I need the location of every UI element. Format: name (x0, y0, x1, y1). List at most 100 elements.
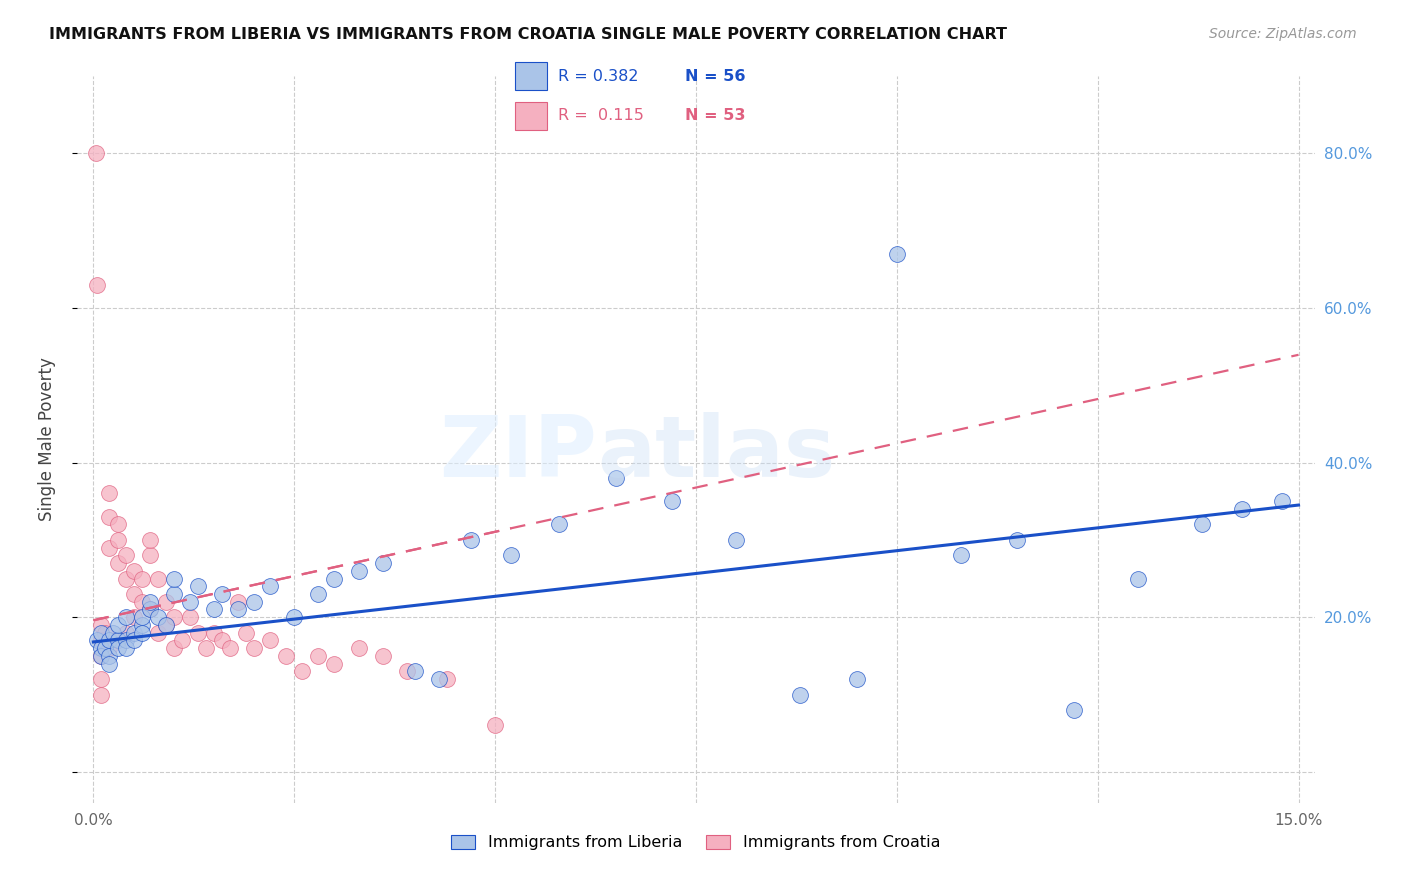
Point (131, 610, 153, 624)
Point (94, 625, 117, 640)
Point (605, 471, 627, 485)
Point (155, 618, 177, 632)
Point (107, 517, 129, 532)
Point (84, 146, 107, 161)
Point (436, 672, 458, 686)
Point (90, 672, 112, 686)
Point (114, 572, 136, 586)
Point (90, 633, 112, 648)
Point (107, 633, 129, 648)
Point (122, 587, 145, 601)
Point (86, 633, 108, 648)
Point (122, 633, 145, 648)
Point (146, 625, 169, 640)
Legend: Immigrants from Liberia, Immigrants from Croatia: Immigrants from Liberia, Immigrants from… (444, 828, 948, 856)
Point (122, 625, 145, 640)
Point (548, 517, 571, 532)
Point (307, 648, 329, 663)
Point (131, 618, 153, 632)
Point (138, 595, 160, 609)
Point (131, 572, 153, 586)
Point (226, 595, 249, 609)
Point (114, 641, 136, 656)
Text: IMMIGRANTS FROM LIBERIA VS IMMIGRANTS FROM CROATIA SINGLE MALE POVERTY CORRELATI: IMMIGRANTS FROM LIBERIA VS IMMIGRANTS FR… (49, 27, 1007, 42)
Text: Source: ZipAtlas.com: Source: ZipAtlas.com (1209, 27, 1357, 41)
Point (226, 602, 249, 616)
Point (371, 556, 394, 570)
Point (219, 641, 242, 656)
Point (138, 533, 160, 547)
Point (395, 665, 418, 679)
Point (107, 533, 129, 547)
Point (146, 610, 169, 624)
Point (886, 246, 908, 260)
Point (107, 633, 129, 648)
Point (107, 556, 129, 570)
Point (98, 486, 121, 500)
Point (259, 633, 281, 648)
Point (155, 595, 177, 609)
Point (235, 625, 257, 640)
Point (131, 595, 153, 609)
Point (163, 641, 186, 656)
Text: atlas: atlas (598, 412, 835, 495)
Point (404, 665, 426, 679)
Point (950, 549, 973, 563)
Point (98, 633, 121, 648)
Point (114, 625, 136, 640)
Point (98, 541, 121, 555)
Point (98, 657, 121, 671)
Point (90, 648, 112, 663)
Point (179, 595, 201, 609)
Point (155, 618, 177, 632)
Point (86, 277, 108, 292)
Point (131, 625, 153, 640)
Bar (515, 62, 547, 90)
Point (243, 641, 266, 656)
Point (371, 648, 394, 663)
Point (90, 618, 112, 632)
Point (725, 533, 748, 547)
Point (501, 549, 523, 563)
Point (243, 595, 266, 609)
Point (163, 587, 186, 601)
Point (259, 579, 281, 593)
Text: ZIP: ZIP (439, 412, 598, 495)
Point (283, 610, 305, 624)
Point (163, 610, 186, 624)
Point (114, 610, 136, 624)
Point (460, 533, 482, 547)
Point (98, 509, 121, 524)
Point (1271, 494, 1294, 508)
Point (1126, 572, 1149, 586)
Point (90, 688, 112, 702)
Point (138, 602, 160, 616)
Text: N = 56: N = 56 (685, 69, 745, 84)
Point (202, 602, 225, 616)
Point (98, 641, 121, 656)
Point (347, 641, 370, 656)
Point (146, 572, 169, 586)
Point (138, 602, 160, 616)
Point (347, 564, 370, 578)
Y-axis label: Single Male Poverty: Single Male Poverty (38, 358, 56, 521)
Point (122, 564, 145, 578)
Point (114, 549, 136, 563)
Point (1191, 517, 1213, 532)
Text: R =  0.115: R = 0.115 (558, 108, 644, 123)
Point (163, 572, 186, 586)
Point (789, 688, 811, 702)
Point (211, 633, 233, 648)
Point (211, 587, 233, 601)
Point (323, 657, 346, 671)
Point (661, 494, 683, 508)
Point (170, 633, 193, 648)
Point (194, 641, 217, 656)
Point (307, 587, 329, 601)
Point (187, 625, 209, 640)
Point (90, 625, 112, 640)
Point (291, 665, 314, 679)
Point (179, 610, 201, 624)
Point (1007, 533, 1029, 547)
Point (323, 572, 346, 586)
